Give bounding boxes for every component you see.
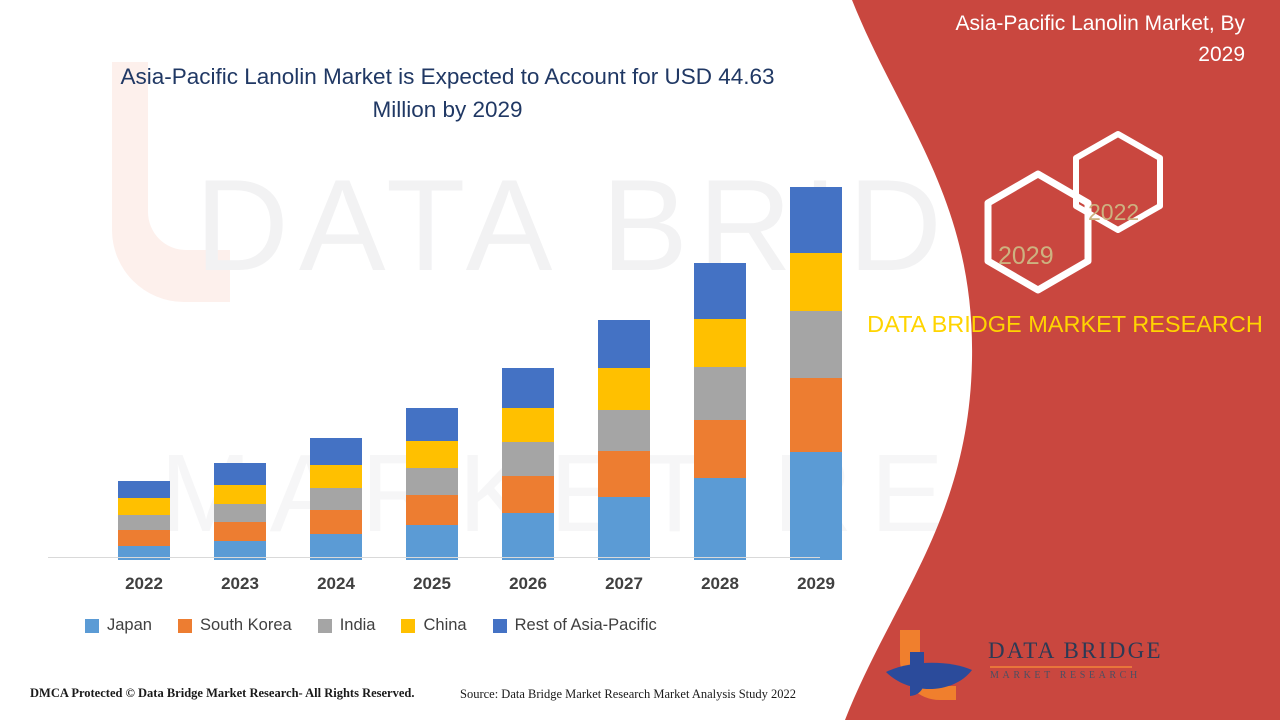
x-axis-label-2022: 2022 — [125, 574, 163, 593]
bar-segment — [118, 514, 170, 530]
legend-item-china[interactable]: China — [401, 616, 467, 635]
legend-swatch-icon — [317, 618, 332, 633]
dmca-notice: DMCA Protected © Data Bridge Market Rese… — [30, 686, 415, 700]
x-axis-label-2026: 2026 — [509, 574, 547, 593]
hexagon-2022-shape — [1073, 131, 1163, 233]
logo-divider — [990, 666, 1132, 668]
bar-segment — [310, 509, 362, 535]
bar-chart-plot-area — [48, 150, 842, 560]
legend-label: China — [423, 616, 467, 634]
legend-label: South Korea — [199, 616, 292, 634]
legend-label: India — [339, 616, 376, 634]
bar-segment — [406, 440, 458, 469]
legend-item-india[interactable]: India — [317, 616, 376, 635]
x-axis-label-2027: 2027 — [605, 574, 643, 593]
bar-segment — [598, 497, 650, 560]
bar-stack-2024[interactable] — [310, 438, 362, 560]
bar-segment — [214, 521, 266, 541]
x-axis-line — [48, 557, 820, 558]
bar-segment — [310, 464, 362, 489]
bar-segment — [502, 367, 554, 408]
bar-segment — [214, 504, 266, 522]
bar-stack-2023[interactable] — [214, 463, 266, 560]
bar-segment — [310, 438, 362, 465]
bar-segment — [214, 484, 266, 505]
logo-main-text: DATA BRIDGE — [988, 638, 1163, 663]
panel-title: Asia-Pacific Lanolin Market, By 2029 — [955, 12, 1245, 66]
bar-segment — [310, 488, 362, 510]
legend-swatch-icon — [85, 618, 99, 633]
bar-segment — [118, 498, 170, 515]
bar-stack-2027[interactable] — [598, 320, 650, 560]
bar-segment — [790, 377, 842, 453]
chart-title: Asia-Pacific Lanolin Market is Expected … — [120, 64, 775, 122]
bar-segment — [598, 450, 650, 498]
bar-segment — [790, 310, 842, 378]
bar-segment — [790, 253, 842, 311]
bar-segment — [694, 478, 746, 560]
legend-item-rest-of-asia-pacific[interactable]: Rest of Asia-Pacific — [492, 616, 657, 635]
bar-segment — [694, 263, 746, 319]
bar-segment — [502, 442, 554, 476]
logo-sub-text: MARKET RESEARCH — [990, 670, 1141, 681]
x-axis-label-2028: 2028 — [701, 574, 739, 593]
bar-segment — [406, 407, 458, 441]
bar-segment — [502, 407, 554, 443]
hexagon-badges: 2022 2029 — [970, 128, 1190, 303]
legend-item-south-korea[interactable]: South Korea — [177, 616, 292, 635]
bar-stack-2029[interactable] — [790, 187, 842, 560]
chart-legend: Japan South Korea India China Rest of Asia-P… — [85, 616, 825, 635]
source-note: Source: Data Bridge Market Research Mark… — [460, 687, 797, 701]
hexagon-2022-label: 2022 — [1088, 199, 1140, 225]
bar-segment — [406, 468, 458, 495]
bar-stack-2028[interactable] — [694, 263, 746, 560]
hexagon-2029-label: 2029 — [998, 242, 1054, 270]
bar-stack-2025[interactable] — [406, 407, 458, 560]
legend-swatch-icon — [401, 618, 416, 633]
legend-label: Japan — [107, 616, 152, 634]
bar-segment — [118, 545, 170, 560]
legend-label: Rest of Asia-Pacific — [514, 616, 657, 634]
data-bridge-logo: DATA BRIDGE MARKET RESEARCH — [880, 622, 1161, 700]
legend-item-japan[interactable]: Japan — [85, 616, 152, 635]
bar-segment — [502, 475, 554, 514]
x-axis-label-2024: 2024 — [317, 574, 355, 593]
legend-swatch-icon — [177, 618, 192, 633]
bar-segment — [694, 419, 746, 479]
legend-swatch-icon — [492, 618, 507, 633]
bar-segment — [694, 318, 746, 367]
bar-segment — [406, 494, 458, 525]
bar-segment — [214, 540, 266, 560]
x-axis-label-2025: 2025 — [413, 574, 451, 593]
bar-segment — [118, 529, 170, 546]
x-axis-label-2023: 2023 — [221, 574, 259, 593]
bar-stack-2022[interactable] — [118, 480, 170, 560]
x-axis-label-2029: 2029 — [797, 574, 835, 593]
hexagon-outline-icons — [984, 131, 1163, 294]
bar-segment — [406, 524, 458, 560]
bar-segment — [214, 463, 266, 485]
bar-segment — [502, 513, 554, 560]
bar-segment — [790, 187, 842, 254]
bar-segment — [598, 409, 650, 451]
bar-segment — [310, 534, 362, 560]
bar-segment — [598, 320, 650, 368]
hexagon-2029-shape — [984, 170, 1092, 294]
bar-stack-2026[interactable] — [502, 367, 554, 560]
brand-name: DATA BRIDGE MARKET RESEARCH — [867, 311, 1263, 337]
bar-segment — [118, 480, 170, 499]
bar-segment — [790, 452, 842, 560]
brand-panel-content: Asia-Pacific Lanolin Market, By 2029 202… — [845, 0, 1280, 720]
bar-segment — [598, 367, 650, 410]
data-bridge-mark-icon — [886, 630, 972, 700]
bar-segment — [694, 366, 746, 420]
